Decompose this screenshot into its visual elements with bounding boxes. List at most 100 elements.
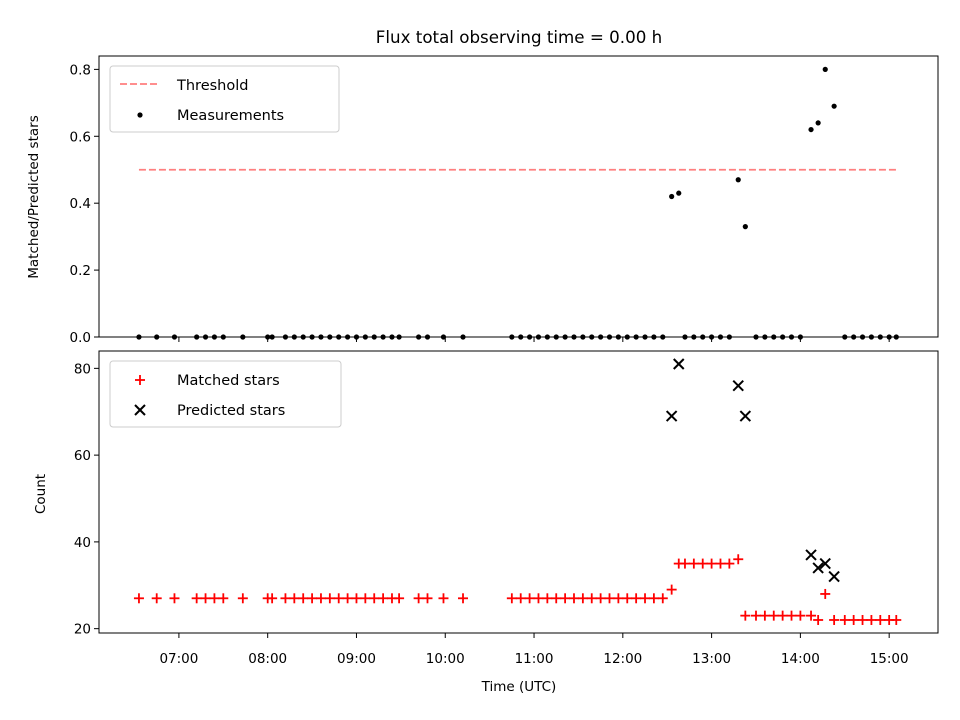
- cross-b: [134, 404, 146, 416]
- matched-star-point: [715, 558, 726, 569]
- matched-star-point: [857, 614, 868, 625]
- predicted-stars-points: [665, 358, 840, 583]
- bottom-x-ticks: 07:00 08:00 09:00 10:00 11:00 12:00 13:00 14:00…: [159, 633, 909, 667]
- measurement-point: [815, 120, 821, 126]
- matched-star-point: [706, 558, 717, 569]
- predicted-star-point: [819, 557, 831, 570]
- measurement-point: [822, 66, 828, 72]
- bottom-y-tick-label: 80: [74, 361, 91, 377]
- matched-star-point: [622, 593, 633, 604]
- matched-star-point: [577, 593, 588, 604]
- x-tick-label: 09:00: [337, 651, 376, 667]
- top-y-tick-label: 0.6: [70, 129, 91, 145]
- matched-star-point: [200, 593, 211, 604]
- matched-star-point: [866, 614, 877, 625]
- bottom-panel: 20 40 60 80 07:00 08:00 09:00 10:00 11:00 12:00 1…: [33, 350, 939, 695]
- matched-star-point: [657, 593, 668, 604]
- matched-star-point: [438, 593, 449, 604]
- matched-star-point: [324, 593, 335, 604]
- matched-star-point: [413, 593, 424, 604]
- cross-b: [819, 557, 831, 570]
- matched-star-point: [515, 593, 526, 604]
- matched-star-point: [533, 593, 544, 604]
- measurements-legend-handle: [137, 112, 143, 118]
- x-tick-label: 08:00: [248, 651, 287, 667]
- top-panel: 0.00.20.40.60.8 Matched/Predicted stars …: [26, 55, 939, 346]
- matched-legend-label: Matched stars: [177, 373, 280, 389]
- matched-star-point: [806, 610, 817, 621]
- measurement-point: [808, 126, 814, 133]
- matched-star-point: [524, 593, 535, 604]
- measurements-legend-label: Measurements: [177, 108, 284, 124]
- matched-star-point: [422, 593, 433, 604]
- matched-star-point: [551, 593, 562, 604]
- bottom-y-tick-label: 40: [74, 535, 91, 551]
- bottom-legend-box: [109, 360, 342, 428]
- bottom-axes-frame: [98, 350, 939, 634]
- matched-star-point: [307, 593, 318, 604]
- predicted-star-point: [828, 570, 840, 583]
- predicted-star-point: [812, 562, 824, 574]
- matched-star-point: [351, 593, 362, 604]
- top-axes-frame: [98, 55, 939, 338]
- matched-star-point: [133, 593, 144, 604]
- matched-star-point: [151, 593, 162, 604]
- matched-star-point: [595, 593, 606, 604]
- bottom-y-tick-label: 20: [74, 622, 91, 638]
- bottom-y-tick-label: 60: [74, 448, 91, 464]
- x-tick-label: 14:00: [781, 651, 820, 667]
- predicted-star-point: [739, 410, 752, 422]
- matched-star-point: [506, 593, 517, 604]
- bottom-y-axis-label: Count: [33, 474, 49, 514]
- matched-star-point: [169, 593, 180, 604]
- top-y-ticks: 0.0 0.2 0.4 0.6 0.8: [70, 62, 99, 346]
- predicted-star-point: [673, 358, 685, 370]
- top-legend: Threshold Measurements: [109, 65, 340, 133]
- matched-star-point: [267, 593, 278, 604]
- matched-star-point: [724, 558, 735, 569]
- matched-stars-points: [133, 554, 902, 625]
- matched-star-point: [759, 610, 770, 621]
- measurement-point: [735, 177, 741, 183]
- top-y-axis-label: Matched/Predicted stars: [26, 115, 42, 278]
- x-axis-label: Time (UTC): [481, 679, 557, 695]
- x-tick-label: 13:00: [692, 651, 731, 667]
- matched-star-point: [777, 610, 788, 621]
- cross-b: [812, 562, 824, 574]
- measurement-point: [742, 224, 748, 230]
- matched-star-point: [813, 614, 824, 625]
- matched-star-point: [688, 558, 699, 569]
- matched-star-point: [191, 593, 202, 604]
- matched-star-point: [394, 593, 405, 604]
- matched-star-point: [750, 610, 761, 621]
- x-tick-label: 15:00: [870, 651, 909, 667]
- matched-star-point: [697, 558, 708, 569]
- matched-star-point: [839, 614, 850, 625]
- matched-star-point: [613, 593, 624, 604]
- matched-star-point: [648, 593, 659, 604]
- matched-star-point: [568, 593, 579, 604]
- matched-star-point: [640, 593, 651, 604]
- matched-star-point: [875, 614, 886, 625]
- x-tick-label: 10:00: [426, 651, 465, 667]
- matched-star-point: [631, 593, 642, 604]
- predicted-legend-marker: [134, 404, 146, 416]
- chart-title: Flux total observing time = 0.00 h: [376, 27, 662, 47]
- matched-star-point: [740, 610, 751, 621]
- threshold-legend-label: Threshold: [176, 78, 248, 94]
- top-legend-box: [109, 65, 340, 133]
- matched-legend-handle: [135, 375, 145, 385]
- cross-b: [665, 410, 678, 422]
- cross-b: [739, 410, 752, 422]
- top-y-tick-label: 0.4: [70, 196, 91, 212]
- x-tick-label: 12:00: [603, 651, 642, 667]
- matched-star-point: [315, 593, 326, 604]
- matched-star-point: [298, 593, 309, 604]
- predicted-star-point: [665, 410, 678, 422]
- matched-star-point: [237, 593, 248, 604]
- matched-star-point: [458, 593, 469, 604]
- top-y-tick-label: 0.0: [70, 330, 91, 346]
- matched-star-point: [786, 610, 797, 621]
- top-y-tick-label: 0.8: [70, 62, 91, 78]
- matched-star-point: [378, 593, 389, 604]
